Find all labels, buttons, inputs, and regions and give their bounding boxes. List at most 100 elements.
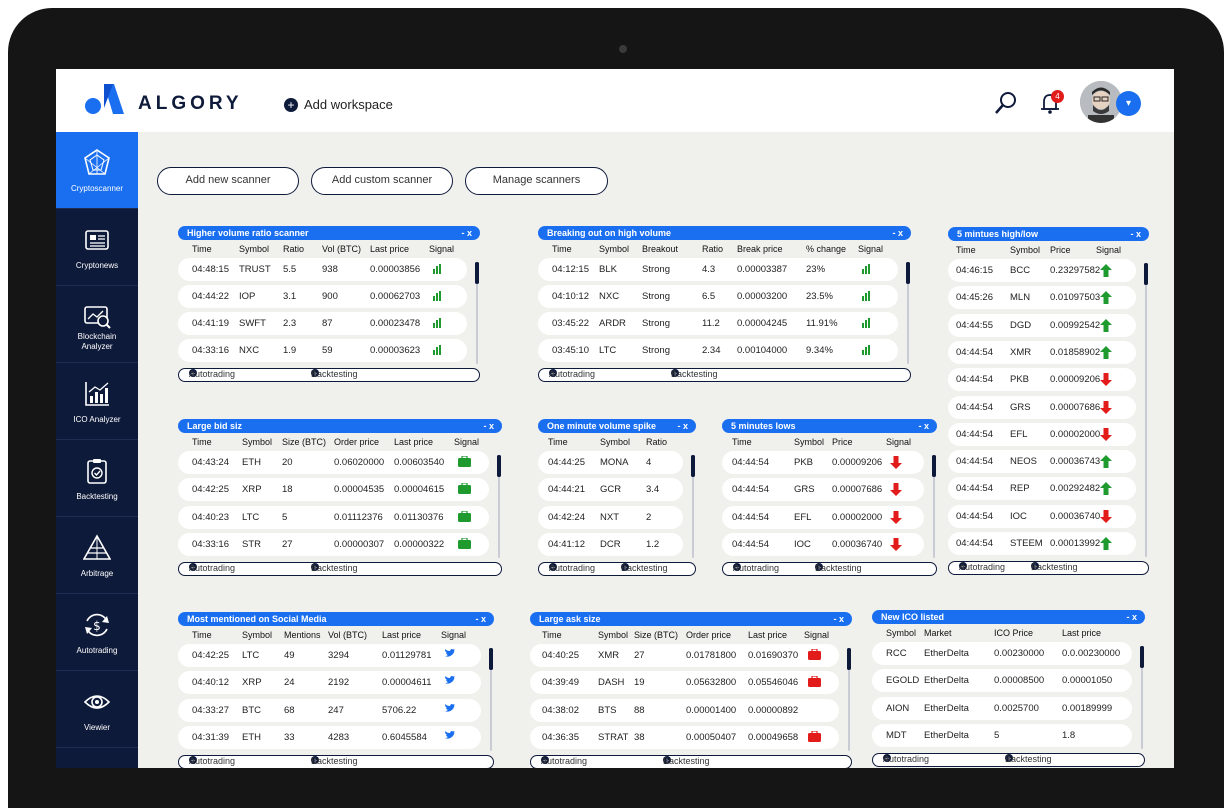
- sidebar-item-cryptoscanner[interactable]: Cryptoscanner: [56, 132, 138, 209]
- scrollbar-thumb[interactable]: [497, 455, 501, 477]
- column-header[interactable]: ICO Price: [994, 628, 1034, 638]
- column-header[interactable]: Symbol: [598, 630, 629, 640]
- column-header[interactable]: Time: [732, 437, 752, 447]
- widget-window-controls[interactable]: - x: [1130, 229, 1141, 239]
- column-header[interactable]: Order price: [686, 630, 732, 640]
- column-header[interactable]: Symbol: [1010, 245, 1041, 255]
- widget-window-controls[interactable]: - x: [892, 228, 903, 238]
- column-header[interactable]: Ratio: [646, 437, 668, 447]
- table-row[interactable]: 04:12:15 BLK Strong 4.3 0.00003387 23%: [538, 258, 898, 281]
- column-header[interactable]: Time: [552, 244, 572, 254]
- column-header[interactable]: Symbol: [242, 630, 273, 640]
- table-row[interactable]: 04:42:25 XRP 18 0.00004535 0.00004615: [178, 478, 489, 502]
- table-row[interactable]: 04:44:54 IOC 0.00036740: [948, 504, 1136, 528]
- scrollbar-track[interactable]: [692, 455, 694, 559]
- table-row[interactable]: 04:36:35 STRAT 38 0.00050407 0.00049658: [530, 725, 839, 749]
- sidebar-item-arbitrage[interactable]: Arbitrage: [56, 517, 138, 594]
- column-header[interactable]: Time: [542, 630, 562, 640]
- widget-window-controls[interactable]: - x: [475, 614, 486, 624]
- scrollbar-track[interactable]: [498, 455, 500, 559]
- table-row[interactable]: 04:44:54 REP 0.00292482: [948, 477, 1136, 501]
- add-custom-scanner-button[interactable]: Add custom scanner: [311, 167, 453, 195]
- table-row[interactable]: 04:42:25 LTC 49 3294 0.01129781: [178, 644, 481, 667]
- widget-window-controls[interactable]: - x: [677, 421, 688, 431]
- table-row[interactable]: 04:44:21 GCR 3.4: [538, 478, 683, 502]
- column-header[interactable]: Signal: [454, 437, 480, 447]
- column-header[interactable]: Signal: [441, 630, 467, 640]
- table-row[interactable]: 04:43:24 ETH 20 0.06020000 0.00603540: [178, 451, 489, 474]
- widget-window-controls[interactable]: - x: [461, 228, 472, 238]
- column-header[interactable]: Breakout: [642, 244, 679, 254]
- table-row[interactable]: 04:44:25 MONA 4: [538, 451, 683, 474]
- table-row[interactable]: 04:31:39 ETH 33 4283 0.6045584: [178, 725, 481, 749]
- table-row[interactable]: 04:45:26 MLN 0.01097503: [948, 286, 1136, 310]
- column-header[interactable]: Signal: [886, 437, 912, 447]
- scrollbar-thumb[interactable]: [1144, 263, 1148, 285]
- column-header[interactable]: Symbol: [886, 628, 917, 638]
- scrollbar-thumb[interactable]: [1140, 646, 1144, 668]
- widget-window-controls[interactable]: - x: [483, 421, 494, 431]
- sidebar-item-viewier[interactable]: Viewier: [56, 671, 138, 748]
- column-header[interactable]: Ratio: [283, 244, 305, 254]
- table-row[interactable]: 04:38:02 BTS 88 0.00001400 0.00000892: [530, 698, 839, 722]
- column-header[interactable]: Ratio: [702, 244, 724, 254]
- scrollbar-track[interactable]: [933, 455, 935, 559]
- column-header[interactable]: Size (BTC): [634, 630, 679, 640]
- table-row[interactable]: 04:39:49 DASH 19 0.05632800 0.05546046: [530, 671, 839, 695]
- table-row[interactable]: 04:44:54 GRS 0.00007686: [722, 478, 924, 502]
- scrollbar-thumb[interactable]: [932, 455, 936, 477]
- column-header[interactable]: Last price: [382, 630, 422, 640]
- column-header[interactable]: Symbol: [242, 437, 273, 447]
- column-header[interactable]: Vol (BTC): [322, 244, 362, 254]
- sidebar-item-blockchain-analyzer[interactable]: Blockchain Analyzer: [56, 286, 138, 363]
- table-row[interactable]: 04:44:54 PKB 0.00009206: [948, 368, 1136, 392]
- scrollbar-thumb[interactable]: [475, 262, 479, 284]
- column-header[interactable]: Last price: [394, 437, 434, 447]
- scrollbar-track[interactable]: [1141, 646, 1143, 750]
- table-row[interactable]: 04:44:54 GRS 0.00007686: [948, 395, 1136, 419]
- table-row[interactable]: 03:45:22 ARDR Strong 11.2 0.00004245 11.91%: [538, 312, 898, 335]
- table-row[interactable]: 04:44:54 NEOS 0.00036743: [948, 450, 1136, 474]
- widget-window-controls[interactable]: - x: [1126, 612, 1137, 622]
- column-header[interactable]: Symbol: [600, 437, 631, 447]
- table-row[interactable]: 03:45:10 LTC Strong 2.34 0.00104000 9.34%: [538, 339, 898, 362]
- sidebar-item-more[interactable]: [56, 748, 138, 768]
- table-row[interactable]: 04:48:15 TRUST 5.5 938 0.00003856: [178, 258, 467, 281]
- scrollbar-thumb[interactable]: [847, 648, 851, 670]
- column-header[interactable]: Price: [832, 437, 853, 447]
- table-row[interactable]: 04:44:54 XMR 0.01858902: [948, 340, 1136, 364]
- column-header[interactable]: Time: [192, 244, 212, 254]
- add-new-scanner-button[interactable]: Add new scanner: [157, 167, 299, 195]
- table-row[interactable]: RCC EtherDelta 0.00230000 0.0.00230000: [872, 642, 1132, 665]
- column-header[interactable]: Symbol: [239, 244, 270, 254]
- column-header[interactable]: Signal: [858, 244, 884, 254]
- column-header[interactable]: Last price: [370, 244, 410, 254]
- column-header[interactable]: Market: [924, 628, 952, 638]
- column-header[interactable]: Signal: [1096, 245, 1122, 255]
- column-header[interactable]: Signal: [429, 244, 455, 254]
- table-row[interactable]: 04:44:22 IOP 3.1 900 0.00062703: [178, 285, 467, 308]
- column-header[interactable]: % change: [806, 244, 847, 254]
- widget-window-controls[interactable]: - x: [918, 421, 929, 431]
- column-header[interactable]: Mentions: [284, 630, 321, 640]
- column-header[interactable]: Size (BTC): [282, 437, 327, 447]
- table-row[interactable]: 04:33:16 NXC 1.9 59 0.00003623: [178, 339, 467, 362]
- column-header[interactable]: Price: [1050, 245, 1071, 255]
- column-header[interactable]: Signal: [804, 630, 830, 640]
- scrollbar-thumb[interactable]: [489, 648, 493, 670]
- scrollbar-track[interactable]: [907, 262, 909, 364]
- sidebar-item-ico-analyzer[interactable]: ICO Analyzer: [56, 363, 138, 440]
- column-header[interactable]: Break price: [737, 244, 783, 254]
- scrollbar-thumb[interactable]: [906, 262, 910, 284]
- table-row[interactable]: 04:46:15 BCC 0.23297582: [948, 259, 1136, 282]
- sidebar-item-cryptonews[interactable]: Cryptonews: [56, 209, 138, 286]
- table-row[interactable]: 04:44:54 EFL 0.00002000: [948, 422, 1136, 446]
- column-header[interactable]: Last price: [1062, 628, 1102, 638]
- column-header[interactable]: Time: [956, 245, 976, 255]
- account-menu-button[interactable]: ▾: [1116, 91, 1141, 116]
- scrollbar-track[interactable]: [848, 648, 850, 752]
- table-row[interactable]: 04:33:16 STR 27 0.00000307 0.00000322: [178, 532, 489, 556]
- scrollbar-track[interactable]: [1145, 263, 1147, 558]
- column-header[interactable]: Symbol: [794, 437, 825, 447]
- table-row[interactable]: 04:44:55 DGD 0.00992542: [948, 313, 1136, 337]
